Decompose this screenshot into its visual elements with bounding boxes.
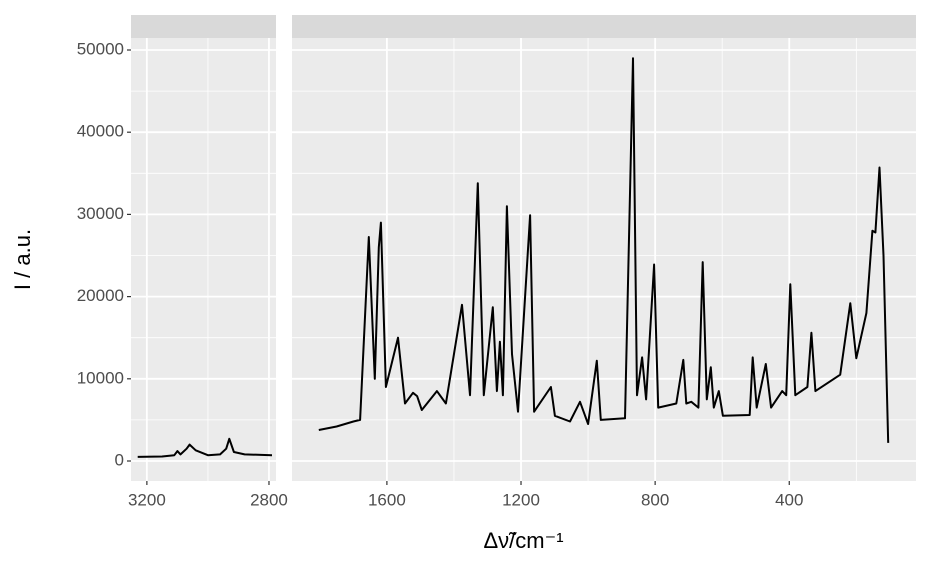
y-tick-label: 40000 xyxy=(77,122,124,141)
strip xyxy=(131,15,276,38)
x-tick-label: 400 xyxy=(775,490,803,509)
x-tick-label: 1200 xyxy=(502,490,540,509)
x-tick-label: 3200 xyxy=(128,490,166,509)
y-tick-label: 50000 xyxy=(77,39,124,58)
x-tick-label: 800 xyxy=(641,490,669,509)
spectrum-line xyxy=(137,437,273,458)
x-tick-label: 2800 xyxy=(250,490,288,509)
panel-background xyxy=(292,38,916,481)
x-tick-label: 1600 xyxy=(368,490,406,509)
y-tick-label: 30000 xyxy=(77,204,124,223)
x-axis-title: Δν̃/cm⁻¹ xyxy=(483,528,563,553)
panel-background xyxy=(131,38,276,481)
spectrum-line xyxy=(318,57,890,443)
y-axis-title: I / a.u. xyxy=(10,229,35,290)
y-tick-label: 20000 xyxy=(77,286,124,305)
y-tick-label: 10000 xyxy=(77,368,124,387)
strip xyxy=(292,15,916,38)
y-tick-label: 0 xyxy=(115,450,124,469)
